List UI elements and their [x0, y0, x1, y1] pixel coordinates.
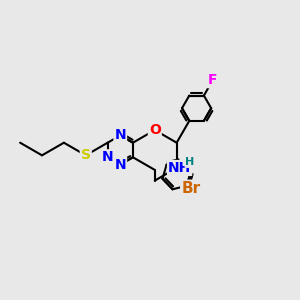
Text: F: F — [208, 73, 218, 87]
Text: Br: Br — [181, 181, 200, 196]
Text: N: N — [102, 150, 113, 164]
Text: O: O — [149, 123, 161, 137]
Text: S: S — [81, 148, 91, 162]
Text: N: N — [115, 158, 126, 172]
Text: NH: NH — [168, 161, 191, 175]
Text: N: N — [115, 128, 126, 142]
Text: H: H — [185, 157, 195, 167]
